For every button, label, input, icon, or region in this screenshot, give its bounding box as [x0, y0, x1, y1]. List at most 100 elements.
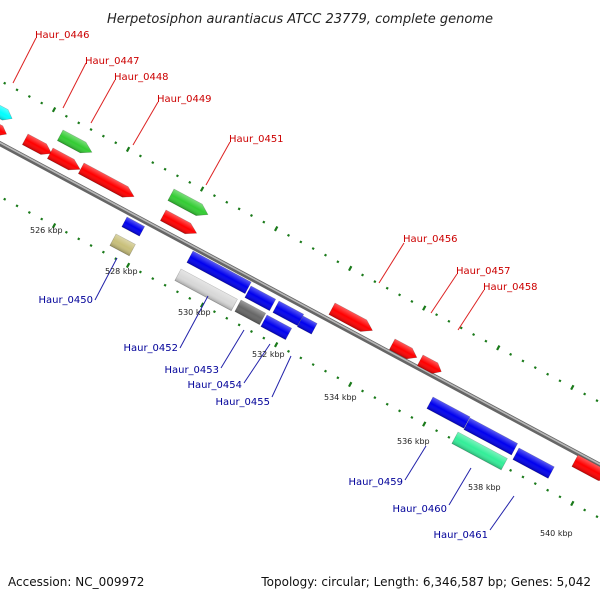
gene-haur-0460[interactable] — [451, 431, 508, 471]
position-labels: 526 kbp 528 kbp 530 kbp 532 kbp 534 kbp … — [30, 226, 573, 538]
position-tracks — [3, 81, 599, 519]
track-tick — [336, 376, 340, 380]
gene-haur-0450[interactable] — [109, 233, 136, 257]
gene-blue-small[interactable] — [121, 216, 146, 237]
track-tick — [188, 180, 192, 184]
track-tick — [509, 468, 513, 472]
track-tick — [398, 409, 402, 413]
track-tick — [77, 237, 81, 241]
gene-label-haur-0449[interactable]: Haur_0449 — [157, 94, 212, 105]
gene-label-haur-0451[interactable]: Haur_0451 — [229, 134, 284, 145]
gene-haur-0453[interactable] — [234, 299, 267, 326]
gene-green-b[interactable] — [167, 188, 211, 220]
gene-label-haur-0457[interactable]: Haur_0457 — [456, 266, 511, 277]
gene-label-haur-0456[interactable]: Haur_0456 — [403, 234, 458, 245]
topology-text: Topology: circular; Length: 6,346,587 bp… — [260, 575, 591, 589]
track-tick — [287, 349, 290, 353]
track-tick — [521, 359, 525, 363]
track-tick — [163, 283, 167, 287]
track-tick — [558, 495, 562, 499]
gene-label-haur-0461[interactable]: Haur_0461 — [433, 530, 488, 541]
track-tick — [398, 293, 402, 297]
gene-haur-0459[interactable] — [426, 396, 471, 429]
track-tick — [89, 128, 93, 132]
track-tick — [422, 305, 427, 311]
track-tick — [51, 222, 57, 229]
track-tick — [27, 210, 31, 214]
gene-label-haur-0450[interactable]: Haur_0450 — [38, 295, 93, 306]
track-tick — [595, 399, 599, 403]
track-tick — [583, 508, 587, 512]
track-tick — [533, 482, 537, 486]
gene-blue-d[interactable] — [272, 300, 305, 327]
track-tick — [249, 330, 253, 333]
track-tick — [273, 341, 279, 348]
gene-haur-0458[interactable] — [416, 354, 444, 377]
track-tick — [546, 488, 550, 492]
track-tick — [385, 286, 389, 290]
track-tick — [447, 435, 451, 439]
gene-label-haur-0455[interactable]: Haur_0455 — [215, 397, 270, 408]
gene-label-haur-0459[interactable]: Haur_0459 — [348, 477, 403, 488]
gene-haur-0451[interactable] — [159, 209, 199, 239]
track-tick — [311, 363, 315, 367]
gene-red-edge[interactable] — [571, 454, 600, 485]
track-tick — [521, 475, 525, 479]
gene-label-haur-0447[interactable]: Haur_0447 — [85, 56, 140, 67]
gene-label-haur-0454[interactable]: Haur_0454 — [187, 380, 242, 391]
track-tick — [595, 515, 599, 519]
track-tick — [435, 429, 439, 433]
gene-haur-0460-blue[interactable] — [463, 417, 519, 456]
gene-blue-c[interactable] — [244, 285, 277, 312]
position-label-534: 534 kbp — [324, 393, 357, 402]
track-tick — [199, 302, 205, 308]
position-label-528: 528 kbp — [105, 267, 138, 276]
gene-label-haur-0446[interactable]: Haur_0446 — [35, 30, 90, 41]
track-tick — [27, 94, 31, 98]
track-tick — [212, 310, 216, 314]
track-tick — [348, 265, 353, 272]
gene-label-haur-0453[interactable]: Haur_0453 — [164, 365, 219, 376]
track-tick — [311, 247, 315, 251]
genome-backbone — [0, 140, 600, 469]
gene-haur-0448[interactable] — [46, 147, 83, 175]
gene-haur-0461[interactable] — [512, 447, 555, 479]
gene-haur-0456[interactable] — [328, 302, 376, 336]
gene-blue-e[interactable] — [296, 315, 318, 335]
track-tick — [287, 233, 290, 237]
gene-haur-0454[interactable] — [260, 314, 293, 341]
gene-label-haur-0460[interactable]: Haur_0460 — [392, 504, 447, 515]
track-tick — [459, 326, 463, 330]
gene-label-haur-0458[interactable]: Haur_0458 — [483, 282, 538, 293]
track-tick — [410, 299, 414, 303]
track-tick — [361, 273, 365, 277]
track-tick — [299, 240, 303, 244]
gene-label-haur-0452[interactable]: Haur_0452 — [123, 343, 178, 354]
gene-haur-0457[interactable] — [388, 338, 419, 363]
track-tick — [324, 253, 327, 257]
track-tick — [472, 333, 476, 337]
gene-haur-0452[interactable] — [174, 268, 238, 312]
gene-blue-long[interactable] — [186, 250, 252, 295]
track-tick — [225, 316, 229, 320]
gene-green-a[interactable] — [56, 129, 94, 158]
position-label-532: 532 kbp — [252, 350, 285, 359]
track-tick — [51, 106, 57, 113]
track-tick — [447, 319, 451, 323]
track-tick — [188, 296, 192, 300]
track-tick — [361, 389, 365, 393]
gene-haur-0447[interactable] — [21, 133, 54, 159]
gene-haur-0449[interactable] — [77, 162, 137, 202]
gene-haur-0446-cyan[interactable] — [0, 100, 15, 124]
gene-haur-0446[interactable] — [0, 117, 9, 139]
track-tick — [262, 220, 266, 224]
track-tick — [64, 230, 68, 234]
position-label-540: 540 kbp — [540, 529, 573, 538]
track-tick — [40, 101, 44, 105]
gene-label-haur-0448[interactable]: Haur_0448 — [114, 72, 169, 83]
position-label-526: 526 kbp — [30, 226, 63, 235]
track-tick — [435, 313, 439, 317]
track-tick — [151, 161, 155, 165]
track-tick — [40, 217, 44, 221]
